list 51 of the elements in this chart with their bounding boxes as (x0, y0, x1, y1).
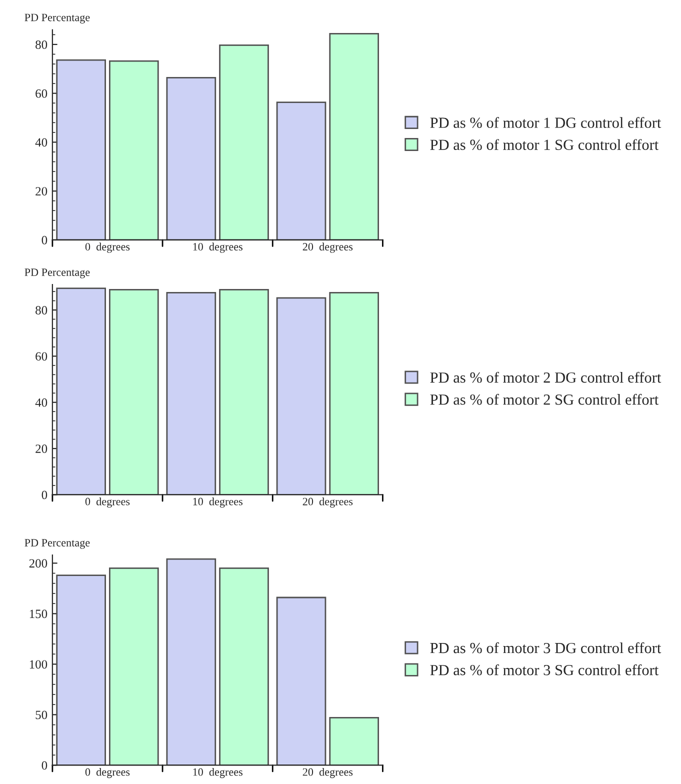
bar (219, 568, 269, 766)
legend-label: PD as % of motor 1 SG control effort (430, 139, 659, 150)
bar (219, 288, 269, 495)
x-tick-label: 0 degrees (85, 242, 130, 253)
x-tick-label: 0 degrees (85, 497, 130, 508)
x-tick-label: 20 degrees (302, 242, 353, 253)
bar (166, 558, 216, 766)
bar (329, 717, 380, 766)
y-tick-label: 40 (35, 138, 48, 147)
x-tick-label: 10 degrees (193, 497, 242, 508)
bar (219, 44, 269, 240)
y-tick-label: 80 (36, 306, 48, 314)
bar (56, 288, 106, 495)
y-axis-title: PD Percentage (24, 539, 90, 549)
x-tick-label: 20 degrees (302, 768, 353, 778)
x-tick-label: 10 degrees (193, 768, 242, 778)
y-tick-label: 0 (42, 761, 48, 770)
y-tick-label: 150 (30, 610, 48, 618)
x-tick-label: 20 degrees (302, 497, 353, 508)
y-tick-label: 60 (36, 89, 48, 98)
bar (276, 596, 326, 766)
y-axis-title: PD Percentage (24, 14, 90, 24)
x-tick-label: 0 degrees (85, 768, 130, 778)
y-tick-label: 40 (35, 398, 48, 407)
bar (166, 76, 216, 240)
y-axis-title: PD Percentage (24, 268, 90, 278)
legend-label: PD as % of motor 2 DG control effort (430, 372, 662, 383)
legend-label: PD as % of motor 3 SG control effort (430, 664, 659, 676)
y-tick-label: 80 (36, 40, 48, 49)
x-tick-label: 10 degrees (193, 242, 242, 253)
bar (56, 59, 106, 240)
legend-label: PD as % of motor 3 DG control effort (430, 642, 662, 654)
y-tick-label: 0 (42, 236, 48, 244)
bar (166, 292, 216, 495)
y-tick-label: 50 (36, 710, 48, 720)
y-tick-label: 100 (30, 660, 48, 669)
bar (108, 568, 159, 766)
bar (329, 33, 380, 240)
y-tick-label: 200 (29, 559, 48, 568)
bar (56, 574, 106, 766)
y-tick-label: 20 (36, 444, 48, 453)
bar (108, 60, 159, 240)
bar (276, 102, 326, 240)
y-tick-label: 20 (36, 187, 48, 196)
legend-label: PD as % of motor 2 SG control effort (430, 394, 659, 405)
y-tick-label: 0 (42, 490, 48, 500)
bar (108, 288, 159, 495)
legend-label: PD as % of motor 1 DG control effort (430, 117, 662, 128)
bar (329, 292, 380, 495)
bar (276, 297, 326, 495)
y-tick-label: 60 (36, 352, 48, 361)
